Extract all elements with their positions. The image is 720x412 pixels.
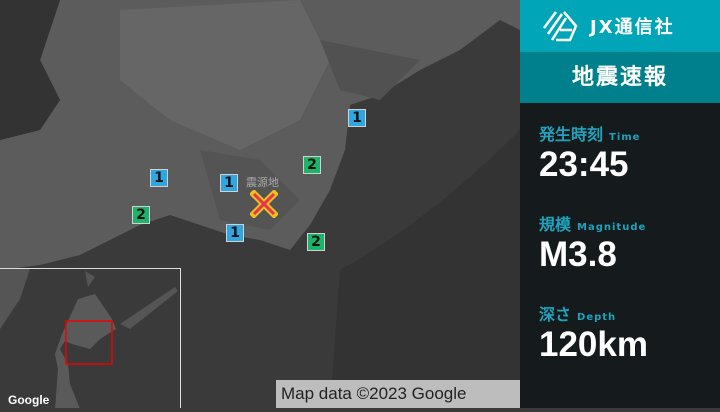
magnitude-sublabel: Magnitude	[577, 222, 647, 233]
map-land	[0, 0, 520, 270]
intensity-marker: 1	[226, 224, 244, 242]
info-time: 発生時刻 Time 23:45	[520, 121, 720, 185]
info-depth: 深さ Depth 120km	[520, 301, 720, 365]
depth-value: 120km	[539, 325, 648, 364]
view-area-rect	[65, 320, 113, 365]
brand-name: JX通信社	[590, 17, 675, 38]
intensity-marker: 2	[303, 156, 321, 174]
magnitude-label: 規模	[539, 215, 572, 234]
intensity-marker: 2	[307, 233, 325, 251]
map[interactable]: 1 1 1 1 2 2 2 震源地 Google Map data ©2023 …	[0, 0, 520, 408]
jx-logo-icon	[543, 11, 578, 42]
epicenter-x-icon	[250, 190, 278, 218]
google-logo: Google	[8, 393, 50, 407]
intensity-marker: 1	[348, 109, 366, 127]
intensity-marker: 2	[132, 206, 150, 224]
intensity-marker: 1	[150, 169, 168, 187]
panel-title: 地震速報	[520, 52, 720, 103]
epicenter-label: 震源地	[246, 176, 279, 189]
time-value: 23:45	[539, 145, 629, 184]
info-magnitude: 規模 Magnitude M3.8	[520, 211, 720, 275]
magnitude-value: M3.8	[539, 235, 617, 274]
overview-inset-map: Google	[0, 268, 181, 408]
brand-header: JX通信社	[520, 0, 720, 52]
info-sidebar: JX通信社 地震速報 発生時刻 Time 23:45 規模 Magnitude M3…	[520, 0, 720, 408]
depth-sublabel: Depth	[577, 312, 617, 323]
depth-label: 深さ	[539, 305, 572, 324]
time-label: 発生時刻	[539, 125, 604, 144]
intensity-marker: 1	[220, 174, 238, 192]
map-attribution[interactable]: Map data ©2023 Google	[276, 380, 520, 408]
time-sublabel: Time	[609, 132, 641, 143]
